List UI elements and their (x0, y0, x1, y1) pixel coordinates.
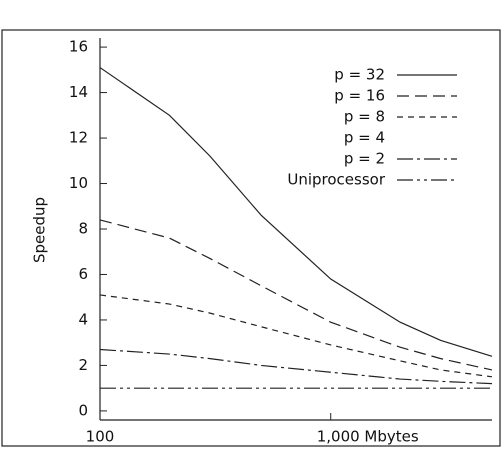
frame (1, 29, 501, 447)
legend-label: Uniprocessor (287, 171, 385, 189)
x-tick-label: 100 (86, 428, 115, 446)
legend-label: p = 16 (334, 87, 385, 105)
y-tick-label: 16 (69, 38, 88, 56)
y-tick-label: 0 (78, 401, 88, 419)
legend-label: p = 4 (344, 129, 385, 147)
series-line (99, 348, 493, 385)
y-tick-label: 10 (69, 174, 88, 192)
y-axis-label: Speedup (31, 197, 49, 263)
y-tick-label: 14 (69, 83, 88, 101)
y-tick-label: 4 (78, 310, 88, 328)
series-line (99, 219, 493, 371)
legend-label: p = 32 (334, 66, 385, 84)
y-tick-label: 12 (69, 129, 88, 147)
y-tick-label: 8 (78, 220, 88, 238)
y-tick-label: 2 (78, 356, 88, 374)
x-tick-label: 1,000 Mbytes (317, 428, 419, 446)
legend-label: p = 8 (344, 108, 385, 126)
legend-label: p = 2 (344, 150, 385, 168)
series-line (99, 67, 493, 357)
series-line (99, 294, 493, 378)
y-tick-label: 6 (78, 265, 88, 283)
